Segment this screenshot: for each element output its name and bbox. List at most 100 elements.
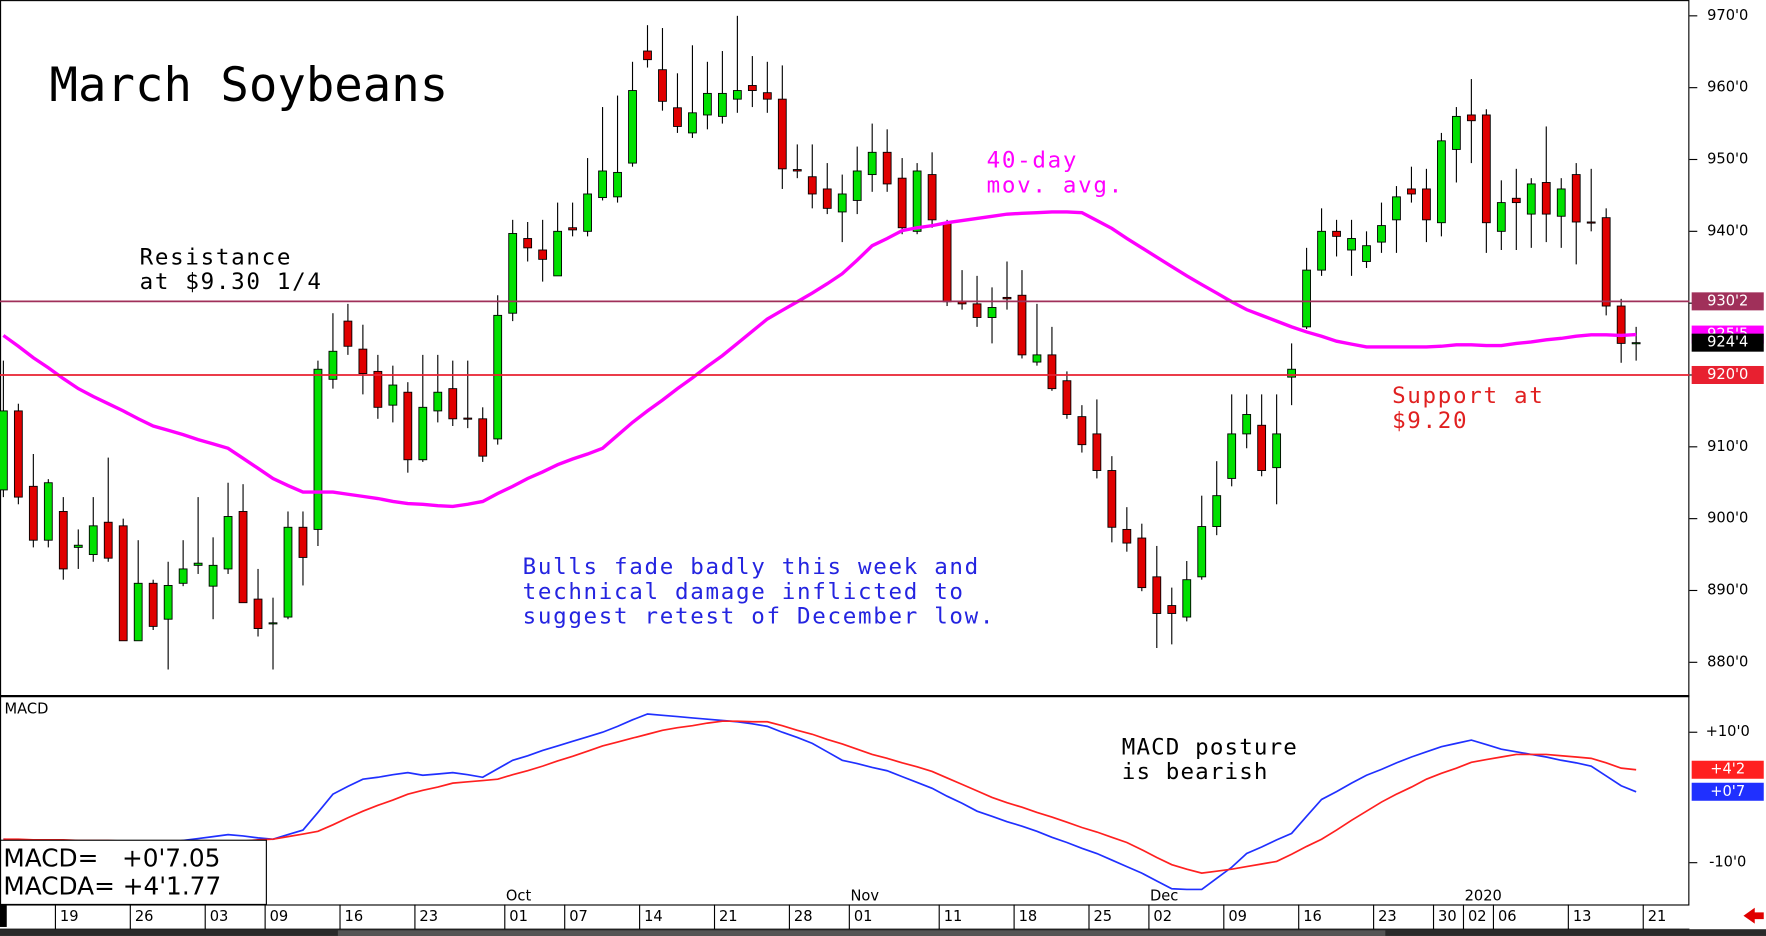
annotation: $9.20 — [1392, 408, 1468, 434]
x-tick-label: 01 — [509, 908, 528, 925]
candle-body — [208, 564, 218, 587]
candle-body — [867, 151, 877, 176]
candle-body — [1511, 197, 1521, 204]
x-tick-label: 13 — [1573, 908, 1592, 925]
x-tick-label: 30 — [1438, 908, 1457, 925]
x-tick-label: 03 — [210, 908, 229, 925]
candle-body — [1212, 495, 1222, 528]
month-label: 2020 — [1465, 888, 1502, 905]
macd-plot — [3, 713, 1637, 891]
x-tick-label: 25 — [1094, 908, 1113, 925]
candle-body — [1227, 433, 1237, 479]
x-tick-label: 02 — [1468, 908, 1487, 925]
candle-body — [328, 350, 338, 380]
value-box — [1691, 365, 1764, 384]
candle-body — [1541, 182, 1551, 215]
candle-body — [1182, 579, 1192, 618]
candle-body — [1451, 115, 1461, 150]
x-tick-label: 16 — [345, 908, 364, 925]
candle-body — [568, 227, 577, 231]
candle-body — [643, 50, 652, 61]
moving-average-line — [2, 210, 1637, 509]
candle-body — [598, 170, 607, 199]
candle-body — [897, 177, 907, 229]
candle-body — [732, 90, 742, 100]
candle-body — [912, 170, 922, 232]
x-tick-label: 23 — [1378, 908, 1397, 925]
candle-body — [1002, 296, 1012, 300]
candle-body — [1152, 576, 1162, 614]
x-tick-label: 18 — [1019, 908, 1038, 925]
candle-body — [1616, 305, 1626, 344]
candle-body — [1017, 294, 1027, 356]
candle-body — [178, 568, 188, 584]
x-tick-label: 26 — [135, 908, 154, 925]
x-tick-label: 21 — [719, 908, 738, 925]
candle-body — [463, 417, 473, 420]
value-box-label: +0'7 — [1710, 783, 1745, 800]
candle-body — [0, 410, 8, 491]
candle-body — [553, 230, 563, 277]
y-tick-label: 910'0 — [1707, 438, 1748, 455]
candle-body — [837, 193, 847, 213]
scroll-arrow — [1743, 907, 1764, 924]
candle-body — [1122, 528, 1132, 544]
info-line: MACD= +0'7.05 — [3, 843, 220, 872]
candle-body — [777, 98, 787, 170]
y-tick-label: 890'0 — [1707, 581, 1748, 598]
candle-body — [1302, 269, 1311, 328]
candle-body — [538, 249, 548, 260]
y-tick-label: 940'0 — [1707, 222, 1748, 239]
y-tick-label: 970'0 — [1707, 7, 1748, 24]
candle-body — [1062, 380, 1072, 415]
candle-body — [1556, 188, 1566, 217]
candle-body — [478, 418, 488, 457]
annotation: Bulls fade badly this week and — [523, 554, 980, 580]
x-tick-label: 19 — [60, 908, 79, 925]
candle-body — [658, 69, 667, 102]
candle-body — [882, 151, 892, 185]
x-tick-label: 21 — [1648, 908, 1667, 925]
candle-body — [807, 176, 817, 195]
annotation: 40-day — [987, 148, 1078, 174]
month-label: Nov — [850, 888, 879, 905]
candle-body — [433, 391, 443, 412]
annotation: suggest retest of December low. — [523, 604, 996, 630]
annotation: mov. avg. — [987, 172, 1124, 198]
annotation: is bearish — [1122, 759, 1269, 785]
month-label: Dec — [1150, 888, 1178, 905]
y-tick-label: 900'0 — [1707, 510, 1748, 527]
candle-body — [927, 174, 937, 221]
candle-body — [1496, 202, 1506, 232]
y-tick-label: +10'0 — [1706, 723, 1750, 740]
y-tick-label: 950'0 — [1707, 150, 1748, 167]
candle-body — [118, 525, 128, 642]
x-tick-label: 09 — [1228, 908, 1247, 925]
x-tick-label: 16 — [1303, 908, 1322, 925]
candle-body — [703, 92, 712, 116]
candle-body — [1167, 605, 1177, 614]
annotation: at $9.30 1/4 — [140, 269, 323, 295]
value-box-label: 930'2 — [1707, 292, 1748, 309]
candle-body — [523, 238, 533, 249]
value-box — [1691, 333, 1764, 352]
candle-body — [1092, 433, 1102, 471]
candle-body — [1377, 225, 1386, 243]
value-box-label: 924'4 — [1707, 334, 1748, 351]
candle-body — [298, 526, 308, 558]
annotation: technical damage inflicted to — [523, 579, 965, 605]
info-line: MACDA= +4'1.77 — [3, 872, 221, 901]
candle-body — [822, 188, 832, 209]
candle-body — [1362, 245, 1371, 262]
x-tick-label: 28 — [794, 908, 813, 925]
candle-body — [1047, 354, 1057, 390]
candle-body — [1077, 416, 1087, 446]
month-label: Oct — [506, 888, 532, 905]
candle-body — [148, 582, 158, 627]
candle-body — [1272, 433, 1282, 469]
y-tick-label: 960'0 — [1707, 79, 1748, 96]
candle-body — [972, 303, 982, 318]
y-tick-label: -10'0 — [1709, 854, 1746, 871]
candle-body — [747, 85, 757, 91]
